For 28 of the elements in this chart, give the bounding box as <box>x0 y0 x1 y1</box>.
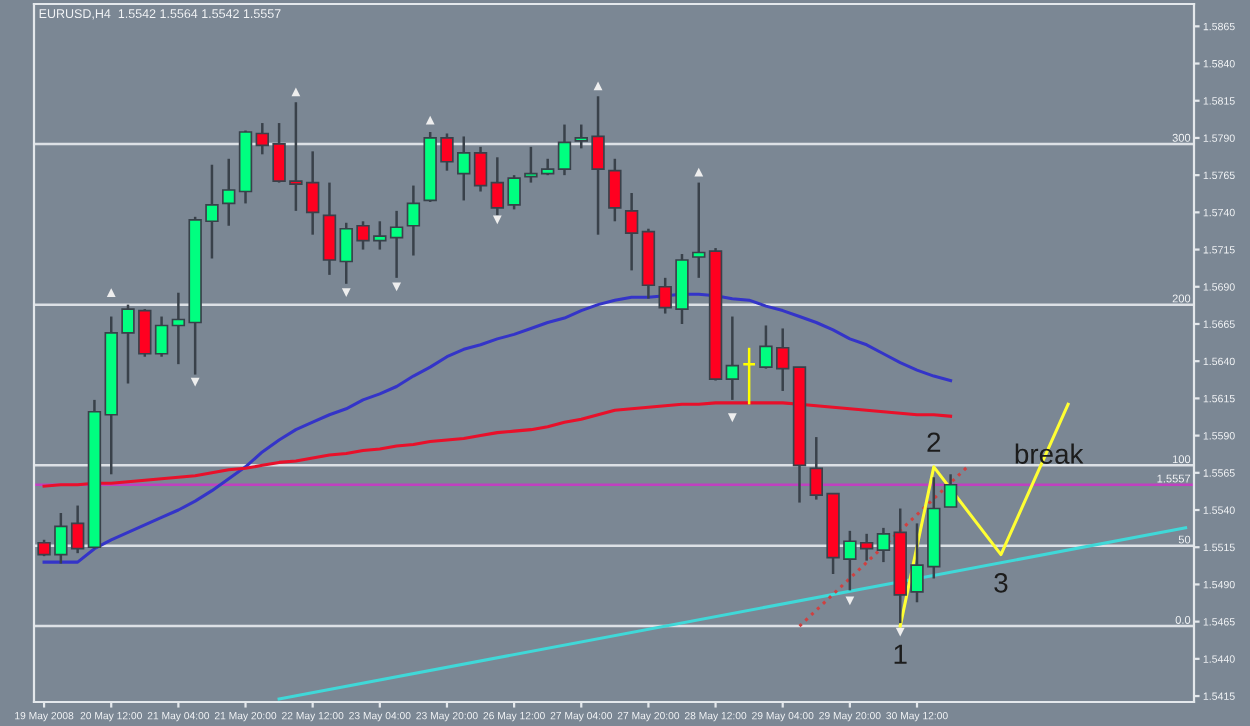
point <box>341 288 351 298</box>
candlestick <box>473 145 488 193</box>
candlestick <box>692 181 706 280</box>
line-series <box>42 401 953 488</box>
candlestick <box>222 157 236 227</box>
candlestick <box>943 473 958 509</box>
point <box>895 627 905 637</box>
candlestick <box>322 181 337 277</box>
candlestick <box>725 315 740 402</box>
annotation: 3 <box>994 573 1008 593</box>
candlestick <box>406 184 421 257</box>
point <box>392 282 401 292</box>
annotation: 1 <box>894 644 907 664</box>
annotation: 2 <box>927 432 941 452</box>
candlestick <box>742 346 757 406</box>
candlestick <box>608 157 622 223</box>
point <box>593 81 603 91</box>
point <box>190 377 200 387</box>
point <box>694 167 704 177</box>
candlestick <box>876 526 891 564</box>
point <box>106 288 116 298</box>
point <box>425 115 435 125</box>
point <box>845 596 855 606</box>
candlestick <box>624 191 639 272</box>
candlestick <box>557 123 572 177</box>
point <box>492 215 502 225</box>
point <box>727 413 737 423</box>
point <box>291 87 301 97</box>
